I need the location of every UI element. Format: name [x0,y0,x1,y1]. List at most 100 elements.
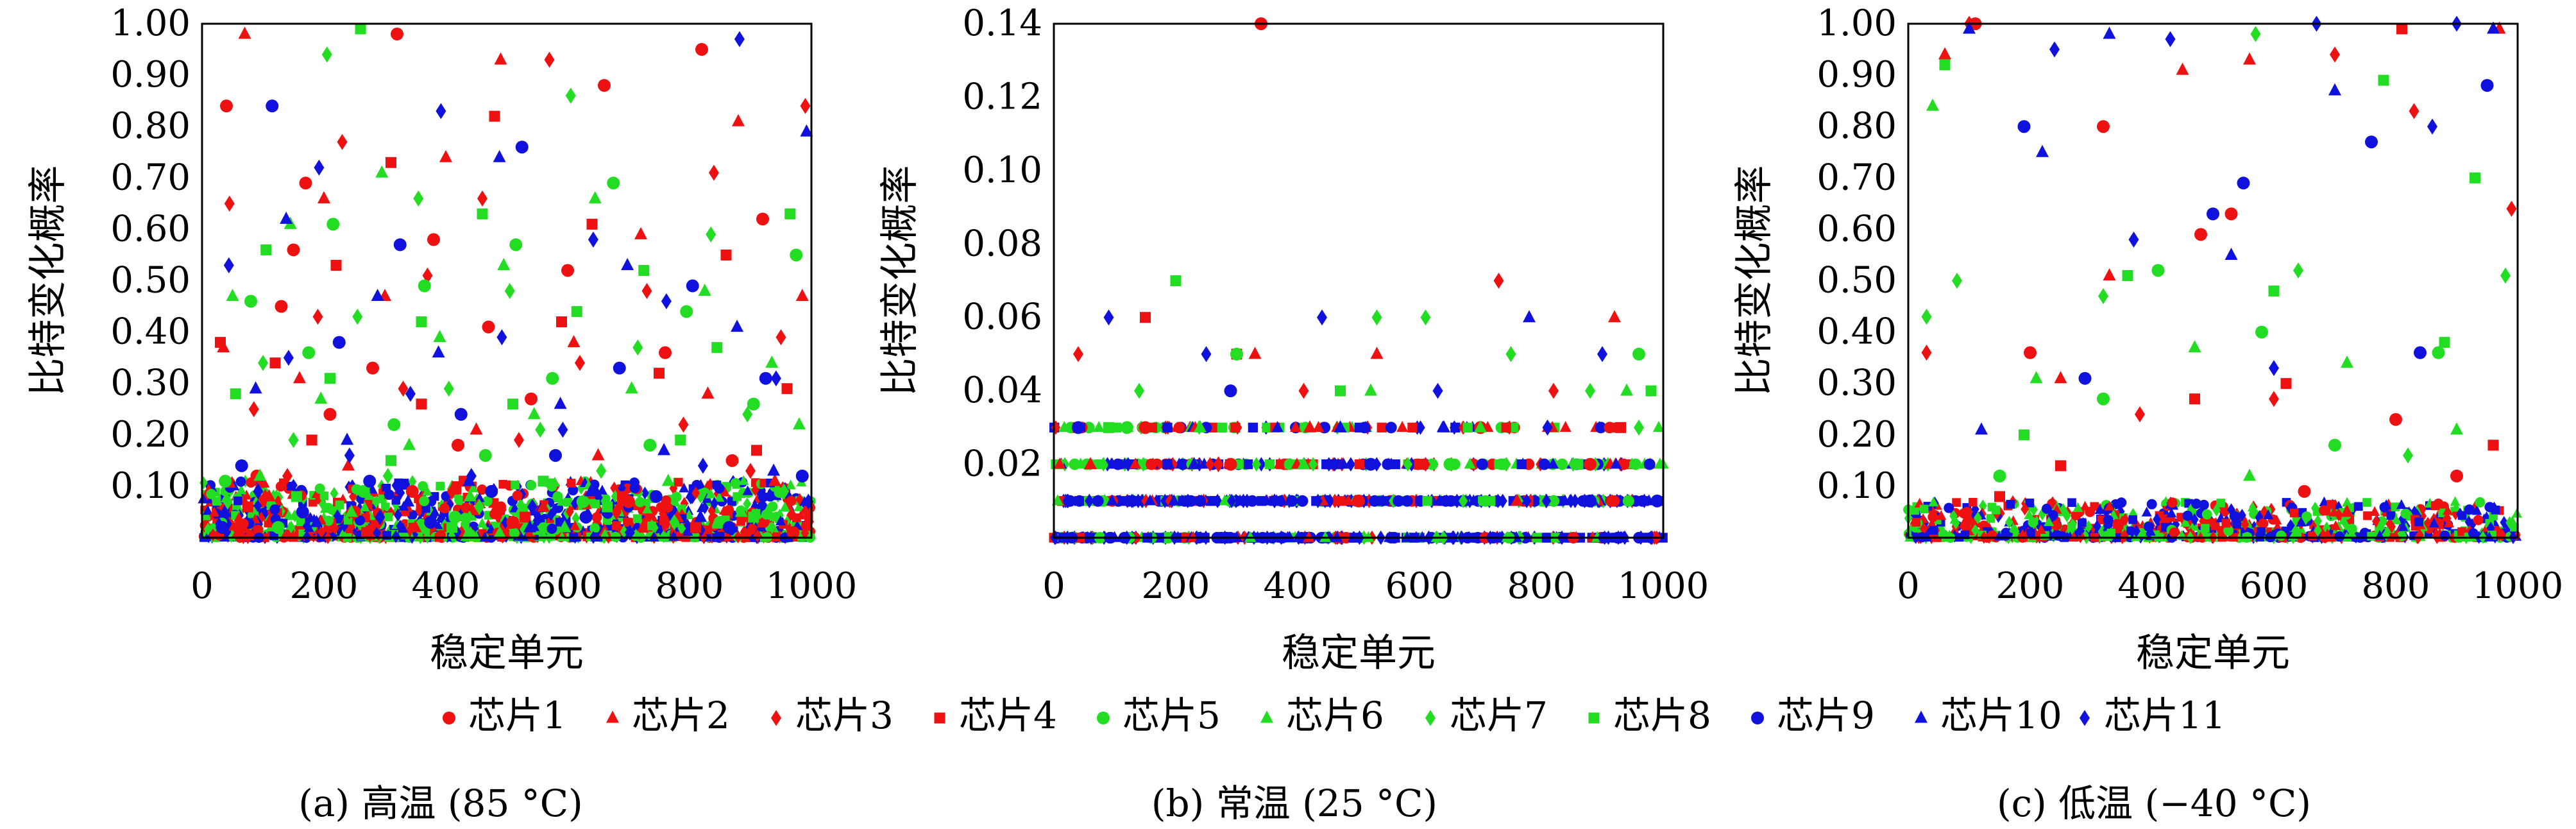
band-point [275,481,286,492]
y-tick-label: 0.40 [1817,311,1897,353]
band-point [1498,458,1510,470]
band-point [683,519,692,533]
legend-label: 芯片3 [795,694,894,737]
data-point [584,484,598,497]
data-point [244,295,257,308]
band-point [1478,496,1488,506]
band-point [1354,459,1364,470]
y-axis-label: 比特变化概率 [877,166,922,397]
band-point [464,510,475,520]
data-point [745,463,756,479]
band-point [277,527,286,541]
band-point [2053,530,2063,541]
data-point [567,335,580,348]
band-point [720,486,731,497]
band-point [1629,458,1641,470]
band-point [1949,509,1958,523]
data-point [694,509,708,522]
band-point [1194,531,1207,542]
x-tick-label: 0 [1897,565,1920,607]
data-point [2389,413,2402,426]
band-point [199,476,208,490]
band-point [2198,499,2209,510]
band-point [679,483,690,493]
band-point [2092,520,2101,533]
band-point [489,509,500,520]
band-point [1936,510,1947,520]
data-point [1926,98,1939,111]
band-point [2166,508,2177,518]
data-point [690,522,701,533]
band-point [2145,526,2156,536]
band-point [1516,459,1527,470]
band-point [2077,518,2087,527]
band-point [1547,457,1559,469]
data-point [2506,200,2517,217]
band-point [2121,513,2130,526]
data-point [249,381,262,394]
band-point [422,486,433,496]
data-point [2243,468,2256,481]
band-point [2473,515,2484,526]
band-point [1951,517,1960,530]
data-point [638,264,650,276]
band-point [2263,509,2274,520]
data-point [1615,422,1626,433]
band-point [533,509,542,523]
band-point [1486,496,1496,506]
data-point [643,438,657,452]
data-point [525,392,538,406]
band-point [259,477,270,488]
data-point [2414,346,2427,359]
band-point [775,515,786,526]
data-point [436,103,446,119]
data-point [554,397,567,409]
band-point [381,502,390,511]
band-point [1269,493,1280,509]
band-point [2255,511,2264,524]
band-point [2189,520,2199,531]
band-point [421,504,430,513]
band-point [1468,494,1480,506]
band-point [759,517,770,528]
band-point [2444,517,2455,527]
band-point [2028,517,2038,528]
data-point [361,527,372,538]
band-point [2232,520,2242,529]
data-point [602,501,613,513]
band-point [479,531,490,542]
band-point [1426,458,1438,470]
band-point [278,531,289,542]
data-point [262,489,276,502]
band-point [1217,422,1227,433]
data-point [1187,457,1201,470]
x-tick-label: 1000 [2472,565,2564,607]
band-point [511,481,520,490]
data-point [634,226,647,239]
data-point [1474,420,1487,432]
data-point [387,418,401,431]
data-point [260,244,272,255]
band-point [2296,517,2307,527]
data-point [747,397,760,411]
data-point [649,490,663,503]
band-point [2146,499,2157,509]
band-point [391,479,400,492]
data-point [386,455,396,466]
band-point [2326,500,2335,509]
band-point [714,491,725,502]
band-point [323,502,334,513]
band-point [202,505,213,515]
band-point [2044,516,2055,526]
band-point [779,501,790,512]
band-point [2267,502,2276,516]
band-point [1074,457,1087,469]
band-point [1260,494,1272,506]
data-point [1632,347,1645,361]
data-point [725,454,739,467]
band-point [2276,530,2287,541]
band-point [736,517,745,526]
data-point [1213,456,1224,473]
band-point [2450,496,2461,506]
x-tick-label: 200 [1996,565,2065,607]
